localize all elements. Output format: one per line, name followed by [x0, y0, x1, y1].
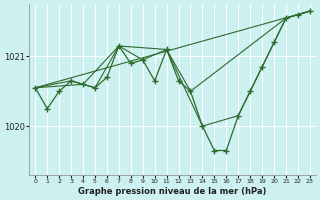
X-axis label: Graphe pression niveau de la mer (hPa): Graphe pression niveau de la mer (hPa) — [78, 187, 267, 196]
